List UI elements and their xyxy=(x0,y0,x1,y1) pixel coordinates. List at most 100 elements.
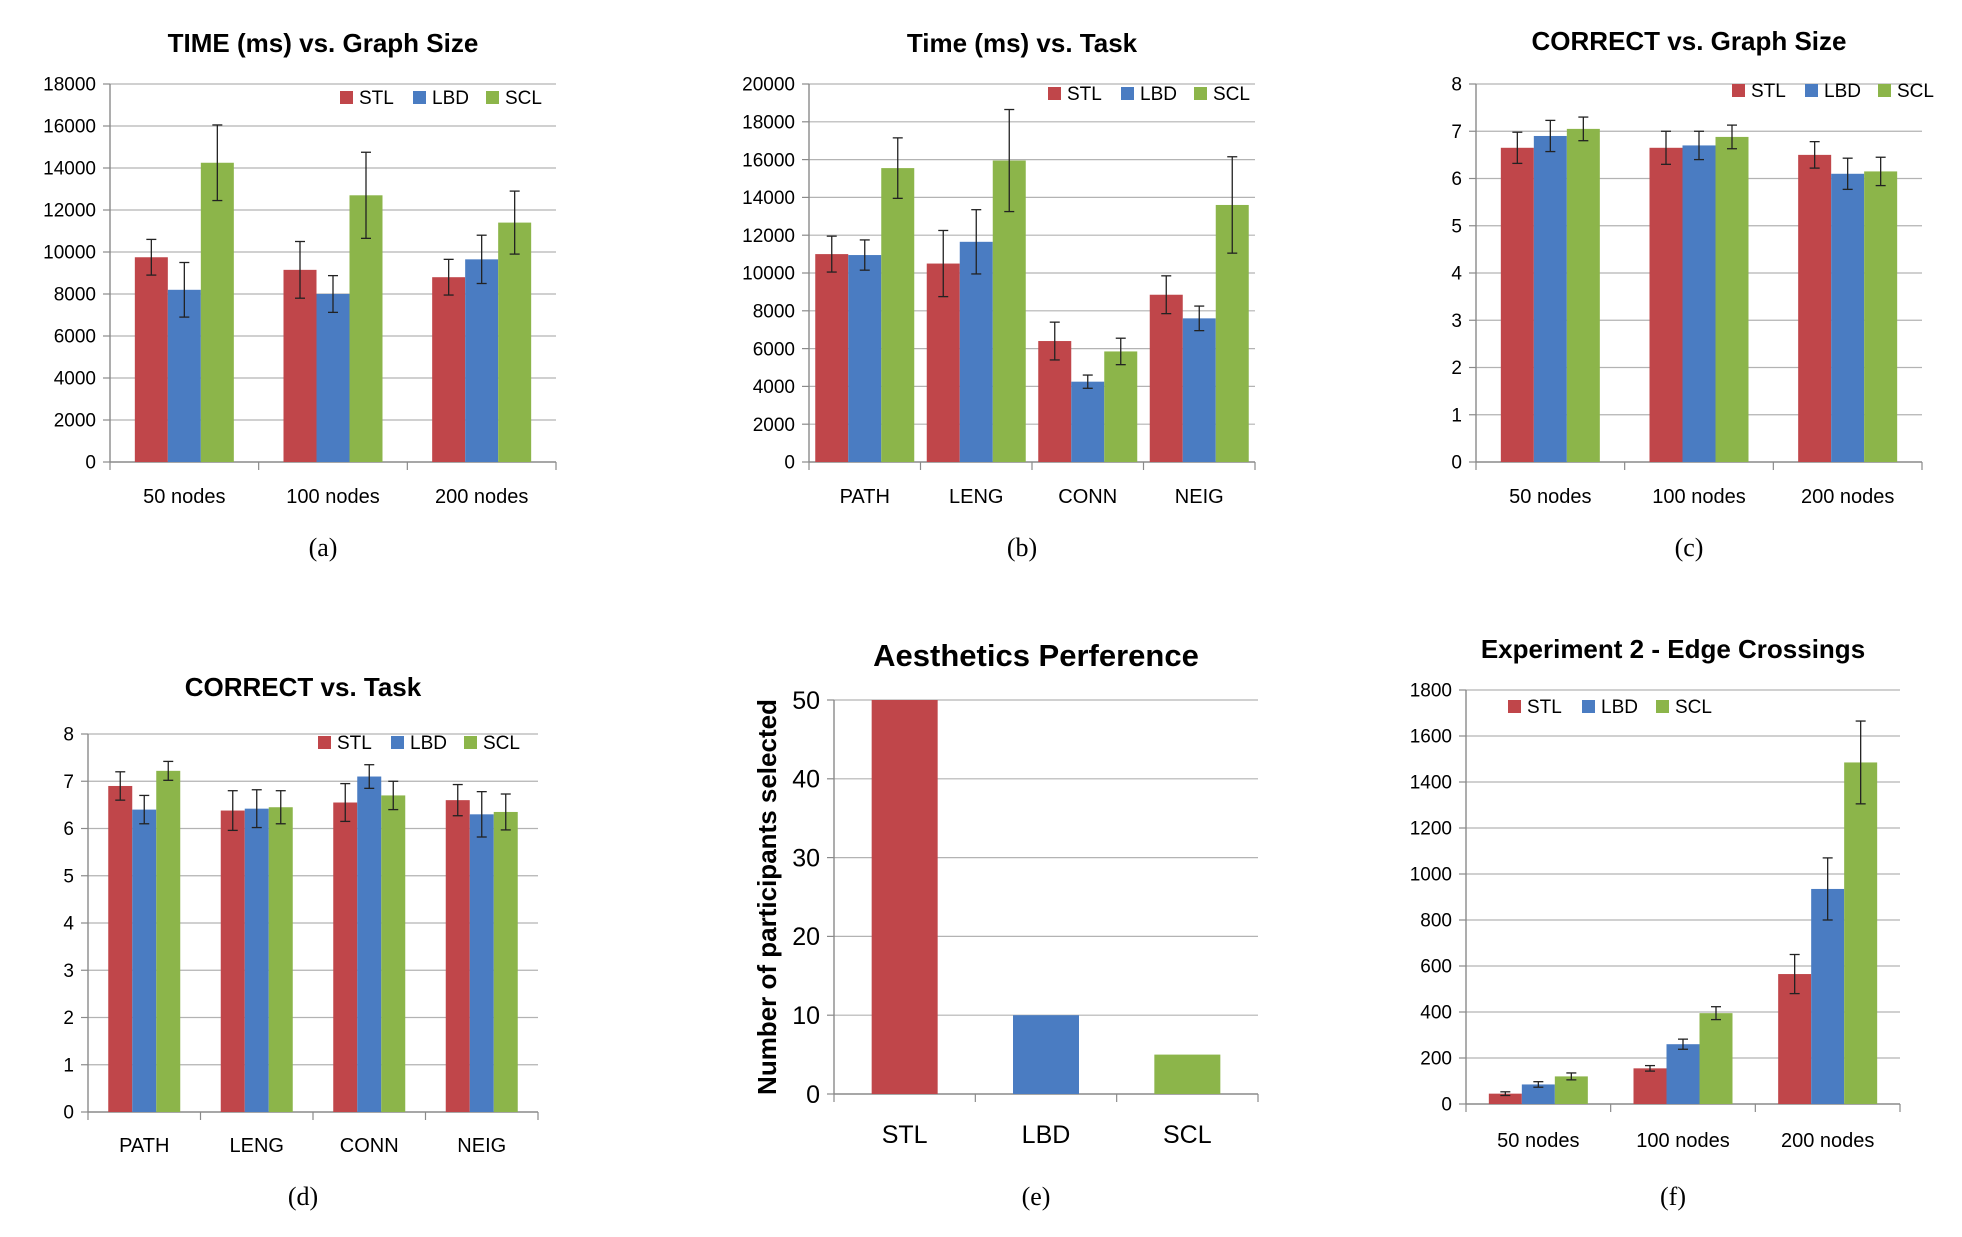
y-tick-label: 8 xyxy=(63,725,74,746)
y-tick-label: 18000 xyxy=(43,75,96,96)
y-tick-label: 16000 xyxy=(742,150,795,171)
y-tick-label: 3 xyxy=(63,961,74,982)
x-category-label: NEIG xyxy=(457,1135,506,1157)
legend: STL LBD SCL xyxy=(318,733,520,754)
bar-stl-100-nodes xyxy=(283,269,317,462)
figure-caption: (e) xyxy=(1022,1182,1051,1211)
bar-scl-leng xyxy=(268,807,293,1112)
chart-title: Aesthetics Perference xyxy=(873,638,1199,673)
chart-panel-b: Time (ms) vs. Task 0 2000 4000 6000 8000 10000… xyxy=(654,0,1308,618)
error-bar-stl-100-nodes xyxy=(1661,130,1671,165)
legend: STL LBD SCL xyxy=(1732,81,1934,102)
bar-stl-leng xyxy=(220,810,245,1112)
y-tick-label: 40 xyxy=(792,766,820,794)
legend-swatch-scl xyxy=(464,736,477,749)
x-category-label: LENG xyxy=(230,1135,284,1157)
error-bar-stl-path xyxy=(115,771,126,801)
y-tick-label: 0 xyxy=(806,1081,820,1109)
bar-stl-200-nodes xyxy=(1798,154,1832,462)
legend-label-scl: SCL xyxy=(483,733,520,754)
bar-scl-200-nodes xyxy=(1844,762,1878,1104)
y-tick-label: 14000 xyxy=(43,159,96,180)
bar-lbd xyxy=(1013,1015,1079,1094)
figure-caption: (d) xyxy=(288,1182,318,1211)
y-tick-label: 18000 xyxy=(742,112,795,133)
bar-lbd-50-nodes xyxy=(1533,135,1567,462)
bar-lbd-neig xyxy=(1182,318,1216,462)
y-tick-label: 7 xyxy=(1451,122,1462,143)
error-bar-stl-200-nodes xyxy=(1809,140,1820,169)
error-bar-stl-leng xyxy=(938,229,949,298)
bar-lbd-100-nodes xyxy=(1666,1044,1700,1104)
bar-lbd-leng xyxy=(244,808,269,1112)
x-category-label: 200 nodes xyxy=(435,486,528,508)
chart-panel-f: Experiment 2 - Edge Crossings 0 200 400 600 8… xyxy=(1308,618,1962,1236)
bar-lbd-100-nodes xyxy=(1682,145,1716,463)
error-bar-lbd-path xyxy=(139,794,150,825)
error-bar-stl-conn xyxy=(340,782,351,823)
legend-label-scl: SCL xyxy=(1897,81,1934,102)
error-bar-scl-200-nodes xyxy=(1855,720,1866,805)
bar-lbd-neig xyxy=(469,814,494,1112)
error-bar-lbd-leng xyxy=(971,209,982,275)
legend-swatch-stl xyxy=(1048,87,1061,100)
error-bar-scl-leng xyxy=(1004,108,1015,213)
bar-scl-100-nodes xyxy=(1699,1013,1733,1104)
chart-panel-c: CORRECT vs. Graph Size 0 1 2 3 4 5 6 7 8 50 nodes 1… xyxy=(1308,0,1962,618)
bar-stl-50-nodes xyxy=(1500,147,1534,462)
bar-stl-neig xyxy=(1149,294,1183,462)
chart-f: Experiment 2 - Edge Crossings 0 200 400 600 8… xyxy=(1410,634,1901,1211)
error-bar-stl-path xyxy=(826,235,837,273)
legend-label-lbd: LBD xyxy=(1601,697,1638,718)
y-tick-label: 20 xyxy=(792,923,820,951)
y-tick-label: 1600 xyxy=(1410,727,1452,748)
error-bar-lbd-200-nodes xyxy=(1822,857,1833,921)
x-category-label: LENG xyxy=(949,486,1003,508)
error-bar-stl-100-nodes xyxy=(1645,1064,1655,1072)
error-bar-scl-neig xyxy=(1227,156,1238,254)
x-category-label: 50 nodes xyxy=(1497,1130,1579,1152)
y-tick-label: 4000 xyxy=(54,369,96,390)
bar-stl-conn xyxy=(1038,341,1072,462)
y-tick-label: 600 xyxy=(1420,957,1452,978)
bar-stl xyxy=(871,700,938,1094)
legend: STL LBD SCL xyxy=(1048,84,1250,105)
error-bar-lbd-neig xyxy=(1194,305,1205,332)
y-tick-label: 8 xyxy=(1451,75,1462,96)
x-category-label: 100 nodes xyxy=(1652,486,1745,508)
chart-c: CORRECT vs. Graph Size 0 1 2 3 4 5 6 7 8 50 nodes 1… xyxy=(1451,26,1934,562)
y-tick-label: 400 xyxy=(1420,1003,1452,1024)
y-tick-label: 20000 xyxy=(742,75,795,96)
y-tick-label: 10000 xyxy=(43,243,96,264)
error-bar-stl-50-nodes xyxy=(146,238,157,276)
error-bar-scl-path xyxy=(892,137,903,199)
bar-stl-path xyxy=(815,254,849,462)
error-bar-lbd-50-nodes xyxy=(179,261,190,318)
error-bar-scl-path xyxy=(163,760,174,781)
bar-scl-conn xyxy=(1104,351,1138,462)
y-tick-label: 6 xyxy=(1451,169,1462,190)
x-category-label: CONN xyxy=(1058,486,1117,508)
y-tick-label: 16000 xyxy=(43,117,96,138)
bar-scl-path xyxy=(881,168,915,463)
bar-scl-200-nodes xyxy=(498,222,532,462)
error-bar-lbd-100-nodes xyxy=(1694,130,1704,161)
error-bar-scl-50-nodes xyxy=(1566,1072,1577,1081)
chart-title: CORRECT vs. Task xyxy=(185,672,422,702)
bar-scl-neig xyxy=(493,811,518,1112)
chart-b: Time (ms) vs. Task 0 2000 4000 6000 8000 10000… xyxy=(742,28,1256,562)
error-bar-lbd-conn xyxy=(1082,374,1093,389)
legend: STL LBD SCL xyxy=(340,88,542,109)
bar-scl-100-nodes xyxy=(1715,136,1749,463)
x-category-label: LBD xyxy=(1022,1121,1071,1149)
y-tick-label: 7 xyxy=(63,772,74,793)
y-tick-label: 6000 xyxy=(753,339,795,360)
legend-label-stl: STL xyxy=(1527,697,1562,718)
bar-lbd-200-nodes xyxy=(465,259,499,462)
bar-stl-200-nodes xyxy=(1778,974,1812,1104)
y-tick-label: 4 xyxy=(63,914,74,935)
error-bar-scl-50-nodes xyxy=(212,124,223,202)
x-category-label: STL xyxy=(882,1121,928,1149)
y-tick-label: 1 xyxy=(63,1055,74,1076)
y-tick-label: 5 xyxy=(1451,216,1462,237)
